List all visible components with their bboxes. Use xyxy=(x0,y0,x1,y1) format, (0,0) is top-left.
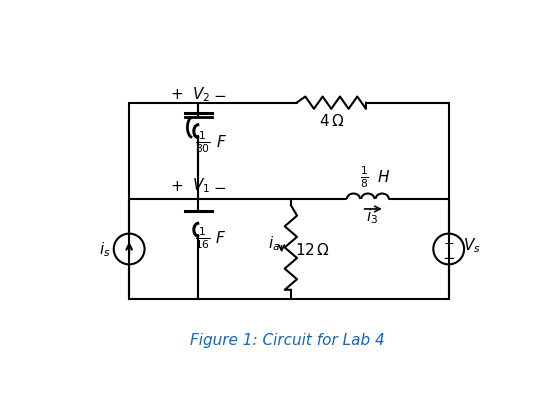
Text: $V_2$: $V_2$ xyxy=(192,85,210,103)
Text: $F$: $F$ xyxy=(214,230,226,246)
Text: $-$: $-$ xyxy=(442,249,455,264)
Text: $i_3$: $i_3$ xyxy=(366,207,378,226)
Text: $\frac{1}{8}$: $\frac{1}{8}$ xyxy=(360,164,368,189)
Text: $\frac{1}{16}$: $\frac{1}{16}$ xyxy=(195,225,211,251)
Text: $12\,\Omega$: $12\,\Omega$ xyxy=(295,241,330,257)
Text: $-$: $-$ xyxy=(213,178,227,193)
Text: Figure 1: Circuit for Lab 4: Figure 1: Circuit for Lab 4 xyxy=(190,332,384,348)
Text: $-$: $-$ xyxy=(213,87,227,102)
Text: $i_a$: $i_a$ xyxy=(268,234,280,253)
Text: $+$: $+$ xyxy=(170,87,184,102)
Text: $V_s$: $V_s$ xyxy=(463,236,480,255)
Text: $4\,\Omega$: $4\,\Omega$ xyxy=(319,112,344,128)
Text: $i_s$: $i_s$ xyxy=(99,240,110,259)
Text: $+$: $+$ xyxy=(170,178,184,193)
Text: $H$: $H$ xyxy=(377,168,390,184)
Text: $\frac{1}{80}$: $\frac{1}{80}$ xyxy=(195,129,211,154)
Text: $+$: $+$ xyxy=(443,236,454,249)
Text: $V_1$: $V_1$ xyxy=(192,176,210,195)
Text: $F$: $F$ xyxy=(216,134,227,150)
